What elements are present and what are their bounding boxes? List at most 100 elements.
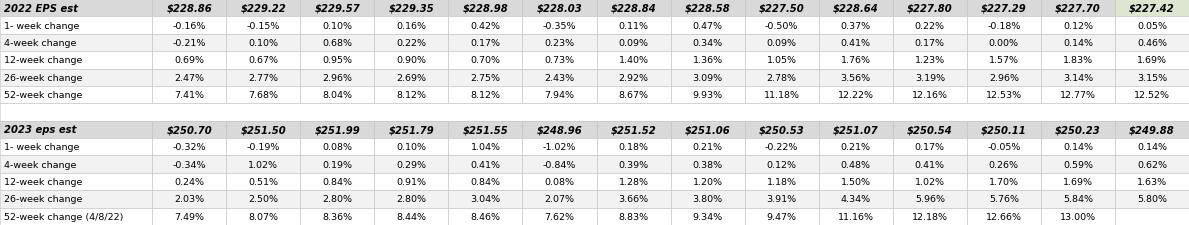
Text: 1.69%: 1.69% [1137, 56, 1166, 65]
Text: 0.29%: 0.29% [396, 160, 427, 169]
Bar [152, 190, 226, 208]
Text: 0.08%: 0.08% [545, 177, 574, 186]
Bar [301, 190, 375, 208]
Bar [597, 208, 671, 225]
Bar [744, 87, 819, 104]
Text: 0.39%: 0.39% [618, 160, 649, 169]
Text: 11.16%: 11.16% [838, 212, 874, 221]
Bar [967, 69, 1040, 87]
Bar [967, 138, 1040, 156]
Bar [448, 17, 522, 35]
Bar [375, 138, 448, 156]
Text: 8.36%: 8.36% [322, 212, 352, 221]
Text: 2.69%: 2.69% [396, 73, 427, 82]
Bar [819, 190, 893, 208]
Text: $229.57: $229.57 [314, 4, 360, 14]
Text: $248.96: $248.96 [536, 125, 583, 135]
Text: 9.93%: 9.93% [692, 91, 723, 100]
Bar [819, 138, 893, 156]
Text: 26-week change: 26-week change [4, 195, 82, 204]
Bar [1115, 0, 1189, 17]
Text: 0.73%: 0.73% [545, 56, 574, 65]
Bar [152, 208, 226, 225]
Bar [226, 87, 301, 104]
Text: 52-week change: 52-week change [4, 91, 82, 100]
Bar [893, 52, 967, 69]
Bar [671, 156, 744, 173]
Text: 0.91%: 0.91% [396, 177, 427, 186]
Text: $228.64: $228.64 [832, 4, 879, 14]
Text: 9.34%: 9.34% [692, 212, 723, 221]
Text: 1.40%: 1.40% [618, 56, 648, 65]
Text: 2.92%: 2.92% [618, 73, 648, 82]
Text: 8.44%: 8.44% [396, 212, 427, 221]
Text: 8.12%: 8.12% [471, 91, 501, 100]
Text: 5.76%: 5.76% [989, 195, 1019, 204]
Bar [744, 17, 819, 35]
Bar [893, 138, 967, 156]
Text: 3.14%: 3.14% [1063, 73, 1093, 82]
Text: $251.52: $251.52 [611, 125, 656, 135]
Bar [152, 156, 226, 173]
Text: 0.67%: 0.67% [249, 56, 278, 65]
Bar [1040, 69, 1115, 87]
Bar [226, 17, 301, 35]
Bar [967, 121, 1040, 138]
Bar [1040, 35, 1115, 52]
Bar [152, 69, 226, 87]
Bar [744, 69, 819, 87]
Text: $227.50: $227.50 [759, 4, 805, 14]
Text: 8.07%: 8.07% [249, 212, 278, 221]
Text: 0.16%: 0.16% [396, 21, 427, 30]
Bar [967, 35, 1040, 52]
Bar [226, 0, 301, 17]
Text: -0.84%: -0.84% [543, 160, 577, 169]
Bar [597, 35, 671, 52]
Bar [744, 173, 819, 190]
Bar [301, 87, 375, 104]
Text: 0.26%: 0.26% [989, 160, 1019, 169]
Bar [1040, 173, 1115, 190]
Bar [375, 0, 448, 17]
Text: 0.62%: 0.62% [1137, 160, 1166, 169]
Text: 4-week change: 4-week change [4, 160, 76, 169]
Bar [448, 138, 522, 156]
Bar [967, 208, 1040, 225]
Bar [0, 190, 152, 208]
Text: $227.80: $227.80 [907, 4, 952, 14]
Text: 0.08%: 0.08% [322, 143, 352, 152]
Text: 0.10%: 0.10% [396, 143, 427, 152]
Bar [448, 0, 522, 17]
Text: 1- week change: 1- week change [4, 21, 78, 30]
Bar [0, 17, 152, 35]
Bar [671, 69, 744, 87]
Text: 3.80%: 3.80% [692, 195, 723, 204]
Bar [967, 87, 1040, 104]
Text: 26-week change: 26-week change [4, 73, 82, 82]
Text: 12.52%: 12.52% [1134, 91, 1170, 100]
Text: $251.55: $251.55 [463, 125, 509, 135]
Bar [967, 190, 1040, 208]
Text: 1- week change: 1- week change [4, 143, 78, 152]
Bar [522, 156, 597, 173]
Bar [744, 121, 819, 138]
Bar [0, 87, 152, 104]
Text: 0.41%: 0.41% [841, 39, 870, 48]
Text: 4.34%: 4.34% [841, 195, 870, 204]
Text: 8.04%: 8.04% [322, 91, 352, 100]
Bar [1040, 190, 1115, 208]
Bar [0, 69, 152, 87]
Text: 1.76%: 1.76% [841, 56, 870, 65]
Bar [597, 52, 671, 69]
Bar [1115, 52, 1189, 69]
Text: 0.14%: 0.14% [1063, 143, 1093, 152]
Bar [893, 35, 967, 52]
Text: 5.96%: 5.96% [914, 195, 945, 204]
Bar [893, 190, 967, 208]
Bar [301, 173, 375, 190]
Bar [522, 173, 597, 190]
Bar [226, 35, 301, 52]
Text: 1.02%: 1.02% [249, 160, 278, 169]
Text: 0.84%: 0.84% [322, 177, 352, 186]
Bar [671, 0, 744, 17]
